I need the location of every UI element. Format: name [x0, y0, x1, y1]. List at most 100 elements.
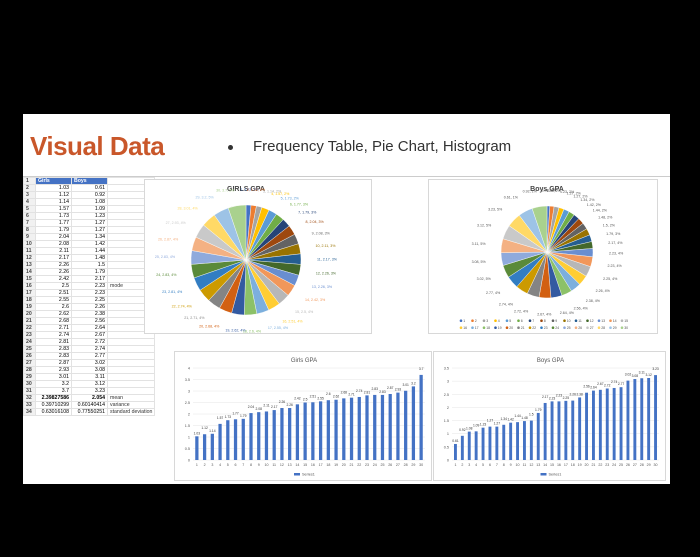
boys-gpa-cell[interactable]: 2.74: [71, 345, 108, 353]
pie-data-label: 25, 2.83, 4%: [155, 255, 176, 259]
boys-gpa-cell[interactable]: 3.12: [71, 380, 108, 388]
boys-pie-chart[interactable]: Boys GPA 1.08, 2% 1.09, 2% 1.23, 2% 1.27, 2%…: [428, 179, 658, 334]
pie-slice: [227, 204, 247, 261]
histogram-bar: [218, 423, 222, 460]
girls-gpa-cell[interactable]: 2.17: [35, 254, 72, 262]
boys-stat-cell[interactable]: 0.77550251: [71, 408, 108, 416]
histogram-bar: [288, 408, 292, 460]
girls-gpa-cell[interactable]: 2.62: [35, 310, 72, 318]
girls-stat-cell[interactable]: 0.63016108: [35, 408, 72, 416]
histogram-bar: [349, 397, 354, 460]
legend-label: 27: [590, 326, 594, 330]
boys-gpa-cell[interactable]: 1.27: [71, 226, 108, 234]
bar-data-label: 1.57: [217, 416, 224, 420]
boys-gpa-cell[interactable]: 1.44: [71, 247, 108, 255]
boys-gpa-cell[interactable]: 0.61: [71, 184, 108, 192]
boys-gpa-cell[interactable]: 1.09: [71, 205, 108, 213]
girls-gpa-cell[interactable]: 2.51: [35, 289, 72, 297]
girls-stat-cell[interactable]: 0.39710299: [35, 401, 72, 409]
boys-gpa-cell[interactable]: 3.02: [71, 359, 108, 367]
boys-gpa-cell[interactable]: 1.27: [71, 219, 108, 227]
girls-gpa-cell[interactable]: 1.14: [35, 198, 72, 206]
boys-gpa-cell[interactable]: 2.26: [71, 303, 108, 311]
boys-gpa-cell[interactable]: 2.56: [71, 317, 108, 325]
boys-gpa-cell[interactable]: 1.42: [71, 240, 108, 248]
boys-histogram[interactable]: Boys GPA 0 0.5 1 1.5 2 2.5 3 3.5 0.61 1 0.92 2 1.08 3 1…: [433, 351, 666, 481]
legend-marker: [482, 326, 486, 329]
boys-gpa-cell[interactable]: 2.23: [71, 282, 108, 290]
girls-gpa-cell[interactable]: 2.71: [35, 324, 72, 332]
girls-gpa-cell[interactable]: 2.81: [35, 338, 72, 346]
girls-gpa-cell[interactable]: 2.6: [35, 303, 72, 311]
girls-gpa-cell[interactable]: 2.11: [35, 247, 72, 255]
boys-gpa-cell[interactable]: 2.25: [71, 296, 108, 304]
girls-gpa-cell[interactable]: 1.12: [35, 191, 72, 199]
x-tick-label: 5: [482, 463, 484, 467]
girls-gpa-cell[interactable]: 3.2: [35, 380, 72, 388]
girls-gpa-cell[interactable]: 2.83: [35, 345, 72, 353]
girls-gpa-cell[interactable]: 2.93: [35, 366, 72, 374]
girls-gpa-cell[interactable]: 3.7: [35, 387, 72, 395]
girls-gpa-cell[interactable]: 1.73: [35, 212, 72, 220]
x-tick-label: 26: [388, 463, 392, 467]
boys-gpa-cell[interactable]: 0.92: [71, 191, 108, 199]
boys-stat-cell[interactable]: 2.054: [71, 394, 108, 402]
boys-gpa-cell[interactable]: 1.5: [71, 261, 108, 269]
girls-pie-chart[interactable]: GIRLS GPA 1, 1.03, 1% 2, 1.12, 2% 3, 1.14, …: [144, 179, 372, 334]
table-row: 30 3.2 3.12: [23, 380, 156, 388]
boys-gpa-cell[interactable]: 2.77: [71, 352, 108, 360]
girls-gpa-cell[interactable]: 1.79: [35, 226, 72, 234]
girls-gpa-cell[interactable]: 1.57: [35, 205, 72, 213]
boys-gpa-cell[interactable]: 3.08: [71, 366, 108, 374]
row-number: 2: [23, 184, 36, 192]
bar-data-label: 2.26: [279, 400, 286, 404]
legend-label: 16: [463, 326, 467, 330]
column-header-boys[interactable]: Boys: [71, 177, 108, 185]
girls-gpa-cell[interactable]: 2.83: [35, 352, 72, 360]
girls-gpa-cell[interactable]: 2.42: [35, 275, 72, 283]
boys-gpa-cell[interactable]: 1.34: [71, 233, 108, 241]
girls-gpa-cell[interactable]: 2.55: [35, 296, 72, 304]
histogram-bar: [365, 395, 369, 460]
boys-gpa-cell[interactable]: 3.11: [71, 373, 108, 381]
girls-gpa-cell[interactable]: 2.26: [35, 268, 72, 276]
girls-gpa-cell[interactable]: 2.74: [35, 331, 72, 339]
row-number: 27: [23, 359, 36, 367]
boys-gpa-cell[interactable]: 2.23: [71, 289, 108, 297]
row-number: 33: [23, 401, 36, 409]
column-header-girls[interactable]: Girls: [35, 177, 72, 185]
girls-gpa-cell[interactable]: 3.01: [35, 373, 72, 381]
histogram-bar: [585, 392, 588, 460]
boys-gpa-cell[interactable]: 2.72: [71, 338, 108, 346]
boys-gpa-cell[interactable]: 2.17: [71, 275, 108, 283]
girls-gpa-cell[interactable]: 1.03: [35, 184, 72, 192]
histogram-bar: [419, 374, 423, 460]
girls-gpa-cell[interactable]: 2.08: [35, 240, 72, 248]
girls-histogram[interactable]: Girls GPA 0 0.5 1 1.5 2 2.5 3 3.5 4 1.03 1 1.12 2 1.14…: [174, 351, 432, 481]
girls-gpa-cell[interactable]: 2.87: [35, 359, 72, 367]
x-tick-label: 5: [227, 463, 229, 467]
girls-gpa-cell[interactable]: 2.68: [35, 317, 72, 325]
girls-gpa-cell[interactable]: 2.5: [35, 282, 72, 290]
x-tick-label: 29: [647, 463, 651, 467]
histogram-bar: [195, 436, 199, 460]
boys-gpa-cell[interactable]: 1.08: [71, 198, 108, 206]
girls-gpa-cell[interactable]: 1.77: [35, 219, 72, 227]
boys-stat-cell[interactable]: 0.60140414: [71, 401, 108, 409]
x-tick-label: 17: [319, 463, 323, 467]
histogram-bar: [612, 387, 616, 460]
boys-gpa-cell[interactable]: 2.64: [71, 324, 108, 332]
boys-gpa-cell[interactable]: 3.23: [71, 387, 108, 395]
girls-stat-cell[interactable]: 2.39827586: [35, 394, 72, 402]
boys-gpa-cell[interactable]: 1.79: [71, 268, 108, 276]
boys-gpa-cell[interactable]: 1.23: [71, 212, 108, 220]
pie-data-label: 1.42, 2%: [587, 203, 602, 207]
bar-data-label: 1.5: [529, 413, 534, 417]
girls-gpa-cell[interactable]: 2.26: [35, 261, 72, 269]
bar-data-label: 2.51: [310, 394, 317, 398]
row-number: 32: [23, 394, 36, 402]
boys-gpa-cell[interactable]: 2.67: [71, 331, 108, 339]
boys-gpa-cell[interactable]: 1.48: [71, 254, 108, 262]
boys-gpa-cell[interactable]: 2.38: [71, 310, 108, 318]
girls-gpa-cell[interactable]: 2.04: [35, 233, 72, 241]
